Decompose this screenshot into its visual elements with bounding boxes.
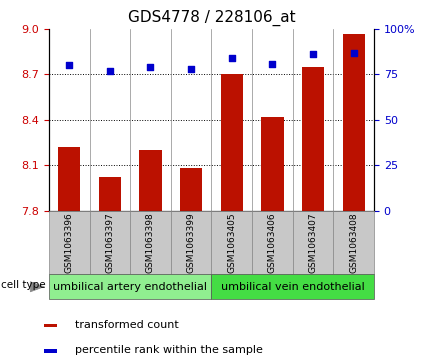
Bar [171, 211, 211, 274]
Point [310, 52, 317, 57]
Bar [130, 211, 171, 274]
Point [106, 68, 113, 74]
Bar [221, 74, 243, 211]
Bar [261, 117, 283, 211]
Bar [44, 349, 57, 353]
Bar [180, 168, 202, 211]
Bar [211, 274, 374, 299]
Point [228, 55, 235, 61]
Bar [343, 33, 365, 211]
Text: GSM1063405: GSM1063405 [227, 212, 236, 273]
Bar [293, 211, 333, 274]
Point [66, 62, 73, 68]
Polygon shape [30, 282, 44, 292]
Bar [44, 324, 57, 327]
Text: GSM1063408: GSM1063408 [349, 212, 358, 273]
Bar [49, 211, 90, 274]
Point [269, 61, 276, 66]
Text: GSM1063397: GSM1063397 [105, 212, 114, 273]
Bar [99, 177, 121, 211]
Bar [49, 274, 211, 299]
Text: umbilical artery endothelial: umbilical artery endothelial [53, 282, 207, 292]
Text: GSM1063399: GSM1063399 [187, 212, 196, 273]
Bar [252, 211, 293, 274]
Text: GSM1063407: GSM1063407 [309, 212, 317, 273]
Bar [333, 211, 374, 274]
Point [350, 50, 357, 56]
Text: percentile rank within the sample: percentile rank within the sample [75, 345, 263, 355]
Text: transformed count: transformed count [75, 319, 178, 330]
Point [188, 66, 195, 72]
Bar [90, 211, 130, 274]
Title: GDS4778 / 228106_at: GDS4778 / 228106_at [128, 10, 295, 26]
Bar [211, 211, 252, 274]
Bar [139, 150, 162, 211]
Point [147, 64, 154, 70]
Bar [58, 147, 80, 211]
Text: GSM1063396: GSM1063396 [65, 212, 74, 273]
Text: cell type: cell type [1, 281, 45, 290]
Text: umbilical vein endothelial: umbilical vein endothelial [221, 282, 365, 292]
Text: GSM1063406: GSM1063406 [268, 212, 277, 273]
Text: GSM1063398: GSM1063398 [146, 212, 155, 273]
Bar [302, 67, 324, 211]
